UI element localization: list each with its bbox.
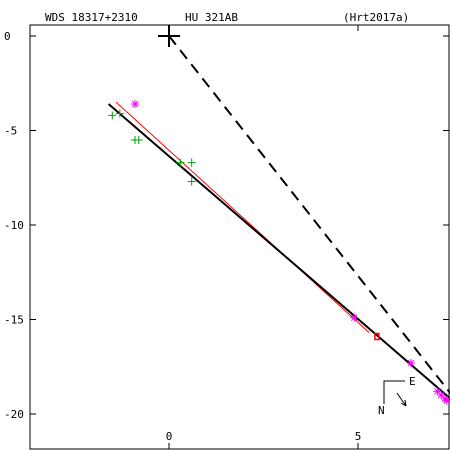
y-tick-label: 0: [4, 30, 11, 43]
observation-cross: [134, 135, 143, 144]
y-axis-ticks: 0 -5 -10 -15 -20: [4, 30, 449, 421]
observation-asterisk: [350, 313, 359, 322]
x-tick-label: 0: [166, 430, 173, 443]
y-tick-label: -10: [4, 219, 24, 232]
observation-cross: [187, 177, 196, 186]
y-tick-label: -15: [4, 314, 24, 327]
observation-asterisk: [433, 387, 442, 396]
header-reference: (Hrt2017a): [343, 11, 409, 24]
orbit-lines: [107, 35, 450, 400]
node-line-dashed: [168, 35, 450, 395]
header-wds-id: WDS 18317+2310: [45, 11, 138, 24]
plot-frame: [29, 24, 450, 450]
y-tick-label: -20: [4, 408, 24, 421]
observation-asterisk: [442, 396, 450, 405]
residual-line: [115, 101, 370, 334]
observation-asterisk: [437, 391, 446, 400]
compass-axes: [383, 380, 405, 404]
observation-cross: [115, 109, 124, 118]
header-pair-name: HU 321AB: [185, 11, 238, 24]
x-tick-label: 5: [355, 430, 362, 443]
orbit-line: [107, 103, 450, 400]
compass-arrow-icon: [396, 392, 407, 407]
observation-cross: [176, 158, 185, 167]
observation-asterisk: [406, 358, 415, 367]
observation-cross: [108, 111, 117, 120]
x-axis-ticks: -50510: [166, 25, 362, 449]
compass-east-label: E: [409, 375, 416, 388]
observation-square: [374, 332, 380, 341]
observation-asterisk: [130, 100, 139, 109]
primary-star-marker: [158, 25, 180, 47]
compass-north-label: N: [378, 404, 385, 417]
data-points: [108, 25, 450, 405]
compass: E N: [378, 375, 416, 417]
y-tick-label: -5: [4, 125, 17, 138]
observation-cross: [187, 158, 196, 167]
